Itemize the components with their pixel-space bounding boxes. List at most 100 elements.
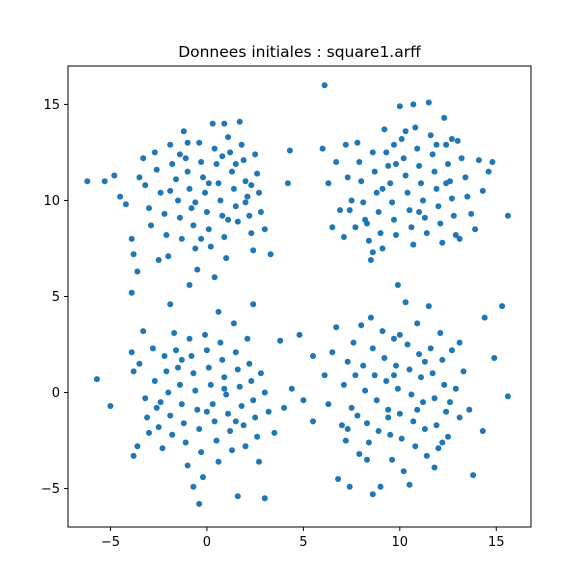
data-point — [423, 230, 430, 237]
data-point — [447, 399, 453, 406]
data-point — [207, 243, 214, 250]
data-point — [234, 493, 241, 500]
data-point — [310, 353, 316, 359]
data-point — [230, 185, 237, 192]
data-point — [456, 235, 463, 242]
data-point — [431, 168, 438, 175]
data-point — [240, 157, 247, 164]
data-point — [410, 101, 417, 108]
data-point — [232, 418, 239, 425]
data-point — [427, 132, 434, 139]
data-point — [194, 406, 201, 413]
data-point — [153, 166, 160, 173]
data-point — [176, 214, 183, 221]
data-point — [479, 187, 486, 194]
data-point — [310, 418, 316, 425]
data-point — [418, 180, 424, 187]
data-point — [385, 162, 392, 169]
data-point — [342, 437, 349, 444]
data-point — [140, 328, 147, 335]
data-point — [454, 137, 461, 144]
data-point — [248, 230, 255, 237]
data-point — [234, 218, 241, 225]
data-point — [344, 426, 351, 432]
data-point — [406, 481, 413, 488]
data-point — [205, 226, 212, 233]
data-point — [265, 408, 272, 415]
data-point — [456, 414, 463, 421]
data-point — [340, 381, 347, 388]
data-point — [192, 199, 199, 206]
data-point — [362, 387, 369, 394]
data-point — [238, 141, 245, 148]
data-point — [325, 401, 332, 408]
data-point — [429, 151, 436, 158]
y-tick-label: −5 — [41, 482, 60, 497]
data-point — [402, 128, 409, 135]
data-point — [180, 420, 187, 427]
data-point — [221, 234, 228, 240]
data-point — [271, 429, 278, 436]
data-point — [481, 314, 488, 321]
data-point — [257, 209, 264, 215]
data-point — [396, 331, 403, 338]
data-point — [250, 301, 257, 308]
data-point — [333, 159, 340, 165]
data-point — [350, 339, 357, 346]
data-point — [203, 408, 210, 415]
data-point — [200, 474, 206, 481]
data-point — [379, 328, 386, 335]
data-point — [196, 426, 203, 432]
data-point — [394, 385, 401, 392]
data-point — [267, 251, 274, 258]
data-point — [491, 355, 498, 361]
data-point — [180, 128, 187, 135]
y-axis: −5 0 5 10 15 — [41, 98, 68, 497]
data-point — [365, 439, 372, 446]
data-point — [257, 370, 264, 377]
data-point — [128, 349, 135, 356]
data-point — [416, 209, 423, 215]
data-point — [184, 462, 191, 469]
data-point — [186, 335, 193, 342]
data-point — [167, 301, 174, 308]
data-point — [146, 429, 152, 436]
data-point — [435, 203, 442, 210]
data-point — [232, 349, 239, 356]
data-point — [416, 162, 423, 169]
data-point — [184, 139, 191, 146]
data-point — [148, 222, 154, 229]
data-point — [286, 147, 293, 154]
data-point — [130, 452, 137, 459]
data-point — [443, 408, 450, 415]
x-tick-label: −5 — [101, 535, 120, 550]
data-point — [93, 376, 100, 383]
data-point — [194, 266, 201, 273]
data-point — [352, 224, 359, 231]
y-tick-label: 0 — [52, 386, 60, 401]
data-point — [130, 368, 137, 375]
data-point — [188, 353, 195, 359]
data-point — [362, 216, 369, 223]
data-point — [207, 381, 214, 388]
data-point — [167, 187, 174, 194]
data-point — [209, 120, 216, 127]
data-point — [321, 372, 328, 379]
data-point — [381, 355, 388, 361]
data-point — [203, 209, 210, 215]
data-point — [364, 420, 370, 427]
data-point — [321, 82, 328, 89]
x-axis: −5 0 5 10 15 — [101, 527, 505, 550]
data-point — [452, 385, 459, 392]
data-point — [117, 193, 124, 200]
data-point — [435, 445, 442, 452]
data-point — [369, 491, 376, 498]
data-point — [221, 385, 228, 392]
data-point — [136, 174, 143, 181]
data-point — [211, 274, 218, 281]
data-point — [190, 222, 197, 229]
data-point — [456, 339, 463, 346]
data-point — [198, 159, 205, 165]
data-point — [217, 197, 224, 204]
data-point — [387, 431, 394, 438]
